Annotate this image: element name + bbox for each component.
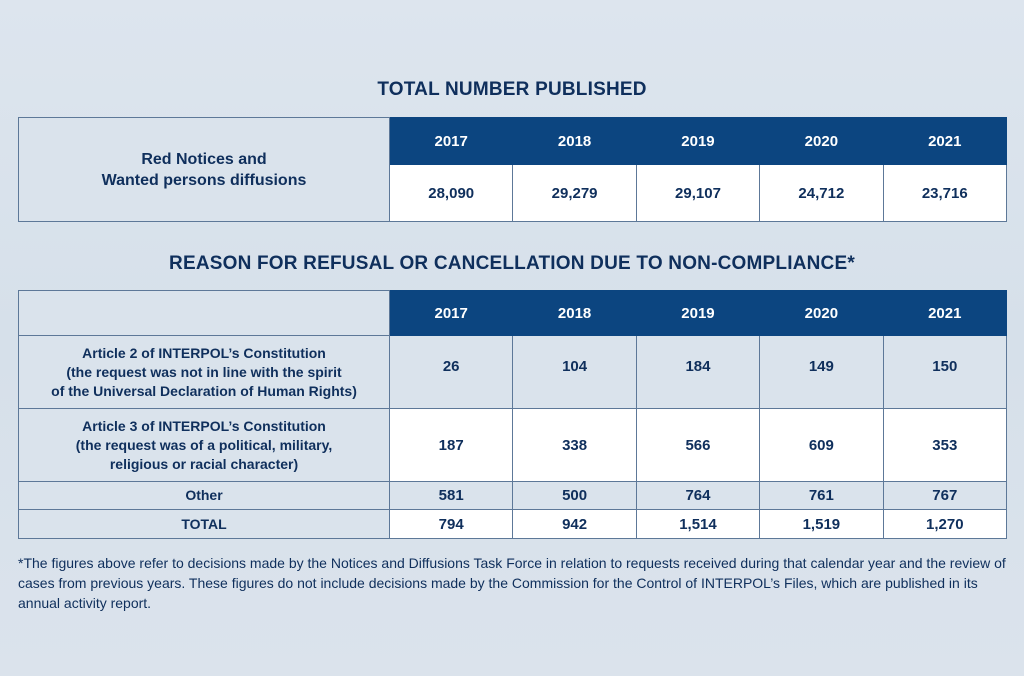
table-header-row: Red Notices and Wanted persons diffusion… [18, 117, 1008, 222]
value-cell: 767 [882, 481, 1008, 510]
value-cell: 29,279 [512, 164, 637, 222]
footnote: *The figures above refer to decisions ma… [18, 555, 1006, 611]
year-header: 2020 [759, 117, 884, 165]
table-row: 28,090 29,279 29,107 24,712 23,716 [19, 164, 1008, 222]
row-label-line: of the Universal Declaration of Human Ri… [51, 382, 357, 399]
value-cell: 1,519 [759, 509, 884, 539]
value-cell: 794 [388, 509, 514, 539]
row-label-red-notices: Red Notices and Wanted persons diffusion… [18, 117, 390, 222]
value-cell: 500 [512, 481, 637, 510]
row-label-line: Wanted persons diffusions [101, 171, 307, 189]
table-row-article-3: Article 3 of INTERPOL’s Constitution (th… [18, 408, 1008, 482]
table-row-article-2: Article 2 of INTERPOL’s Constitution (th… [18, 335, 1008, 409]
table-row-other: Other 581 500 764 761 767 [18, 481, 1008, 510]
value-cell: 150 [882, 335, 1008, 409]
value-cell: 764 [635, 481, 761, 510]
value-cell: 28,090 [388, 164, 514, 222]
value-cell: 338 [512, 408, 637, 482]
row-label-total: TOTAL [18, 509, 390, 539]
value-cell: 29,107 [635, 164, 761, 222]
year-header: 2019 [635, 117, 761, 165]
row-label-line: Article 2 of INTERPOL’s Constitution [82, 344, 326, 361]
row-label-line: religious or racial character) [109, 455, 299, 472]
value-cell: 149 [759, 335, 884, 409]
row-label-article-3: Article 3 of INTERPOL’s Constitution (th… [18, 408, 390, 482]
row-label-article-2: Article 2 of INTERPOL’s Constitution (th… [18, 335, 390, 409]
year-header: 2019 [635, 290, 761, 336]
row-label-other: Other [18, 481, 390, 510]
value-cell: 581 [388, 481, 514, 510]
blank-header-cell [18, 290, 390, 336]
value-cell: 24,712 [759, 164, 884, 222]
value-cell: 942 [512, 509, 637, 539]
total-published-title: TOTAL NUMBER PUBLISHED [377, 79, 647, 100]
year-header: 2020 [759, 290, 884, 336]
value-cell: 353 [882, 408, 1008, 482]
value-cell: 566 [635, 408, 761, 482]
table-row-total: TOTAL 794 942 1,514 1,519 1,270 [18, 509, 1008, 539]
row-label-line: (the request was of a political, militar… [75, 436, 333, 453]
value-cell: 104 [512, 335, 637, 409]
refusal-reasons-table: 2017 2018 2019 2020 2021 Article 2 of IN… [18, 290, 1008, 539]
refusal-reasons-title: REASON FOR REFUSAL OR CANCELLATION DUE T… [169, 253, 855, 274]
value-cell: 184 [635, 335, 761, 409]
year-header: 2017 [388, 117, 514, 165]
value-cell: 1,270 [882, 509, 1008, 539]
value-cell: 761 [759, 481, 884, 510]
total-published-table: Red Notices and Wanted persons diffusion… [18, 117, 1008, 222]
year-header: 2017 [388, 290, 514, 336]
value-cell: 187 [388, 408, 514, 482]
table-header-row: 2017 2018 2019 2020 2021 [18, 290, 1008, 336]
year-header: 2021 [882, 290, 1008, 336]
row-label-line: (the request was not in line with the sp… [66, 363, 342, 380]
year-header: 2018 [512, 290, 637, 336]
value-cell: 609 [759, 408, 884, 482]
value-cell: 26 [388, 335, 514, 409]
row-label-line: Article 3 of INTERPOL’s Constitution [82, 417, 326, 434]
year-header: 2018 [512, 117, 637, 165]
row-label-line: Red Notices and [141, 150, 267, 168]
value-cell: 1,514 [635, 509, 761, 539]
value-cell: 23,716 [882, 164, 1008, 222]
year-header: 2021 [882, 117, 1008, 165]
